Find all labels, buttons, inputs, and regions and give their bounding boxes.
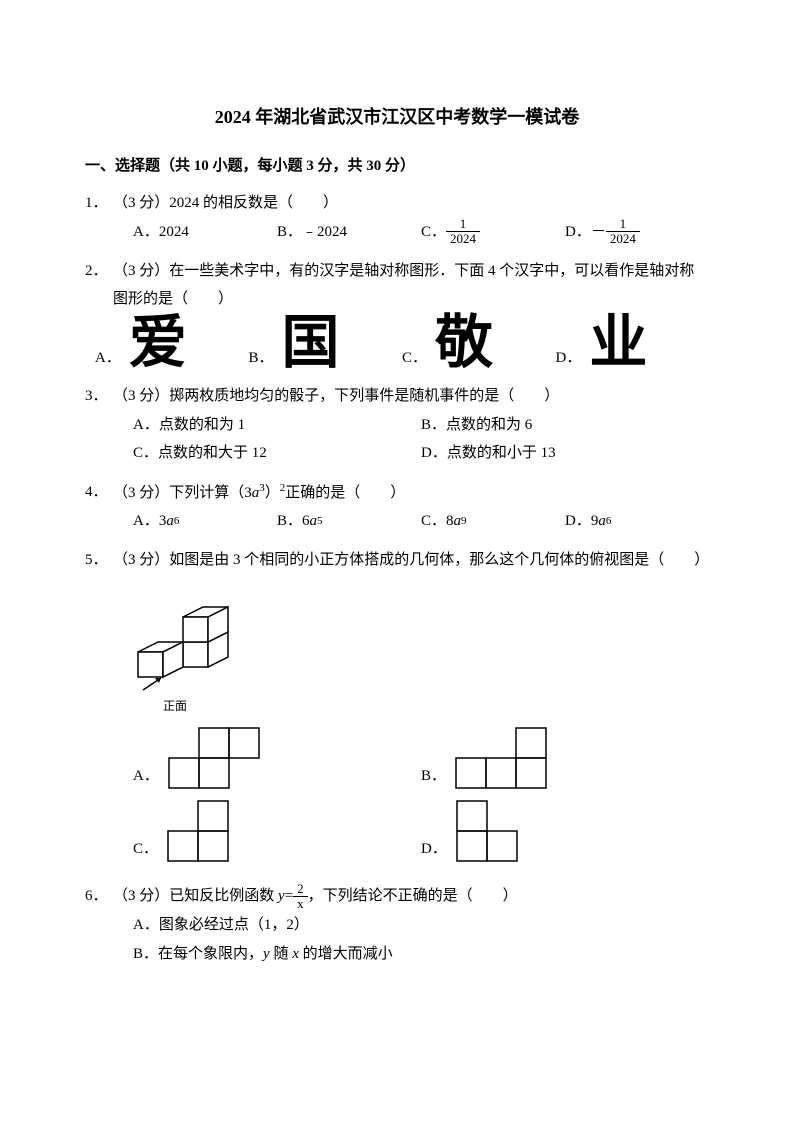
question-6: 6． （3 分）已知反比例函数 y=2x，下列结论不正确的是（ ） A．图象必经… [85, 882, 709, 969]
q5d-label: D． [421, 835, 447, 864]
q2-num: 2． [85, 257, 113, 314]
q3-choice-d: D．点数的和小于 13 [421, 439, 709, 468]
q2d-label: D． [556, 344, 582, 373]
q4c-pre: C．8 [421, 507, 454, 536]
q4a-e: 6 [174, 511, 180, 532]
q2b-label: B． [249, 344, 274, 373]
q2-choice-d: D． 业 [556, 314, 710, 373]
q3-stem: （3 分）掷两枚质地均匀的骰子，下列事件是随机事件的是（ ） [113, 382, 709, 411]
q6-stem-post: ，下列结论不正确的是（ ） [308, 888, 518, 904]
q2c-label: C． [402, 344, 427, 373]
q6-num-frac: 2 [293, 882, 308, 897]
q4-stem-mid: ） [265, 485, 280, 501]
q1c-frac: 1 2024 [446, 217, 480, 247]
q6b-post: 的增大而减小 [299, 946, 393, 962]
q6-choice-a: A．图象必经过点（1，2） [85, 911, 709, 940]
q6-stem-y: y [278, 888, 285, 904]
q3-num: 3． [85, 382, 113, 411]
q4-num: 4． [85, 478, 113, 508]
q4-stem: （3 分）下列计算（3a3）2正确的是（ ） [113, 478, 709, 508]
q1-choice-b: B．﹣2024 [277, 217, 421, 247]
q1-stem: （3 分）2024 的相反数是（ ） [113, 189, 709, 218]
q5-front-label: 正面 [163, 695, 709, 718]
page-title: 2024 年湖北省武汉市江汉区中考数学一模试卷 [85, 100, 709, 134]
q6b-mid: 随 [270, 946, 293, 962]
q4a-a: a [166, 507, 174, 536]
question-5: 5． （3 分）如图是由 3 个相同的小正方体搭成的几何体，那么这个几何体的俯视… [85, 546, 709, 872]
q5-choice-d: D． [421, 799, 709, 864]
q4-choice-a: A．3a6 [133, 507, 277, 536]
q1d-label: D． [565, 218, 591, 247]
q5-choice-c: C． [133, 799, 421, 864]
q4-stem-post: 正确的是（ ） [285, 485, 405, 501]
q4-choice-c: C．8a9 [421, 507, 565, 536]
q4c-a: a [454, 507, 462, 536]
q1d-den: 2024 [606, 232, 640, 246]
q6-frac: 2x [293, 882, 308, 912]
q4c-e: 9 [461, 511, 467, 532]
q6b-x: x [292, 946, 299, 962]
q4-choice-b: B．6a5 [277, 507, 421, 536]
q4d-pre: D．9 [565, 507, 598, 536]
q5b-label: B． [421, 762, 446, 791]
q5d-figure [455, 799, 550, 864]
q6-den-frac: x [293, 897, 308, 911]
q4-stem-pre: （3 分）下列计算（3 [113, 485, 252, 501]
q6b-y: y [263, 946, 270, 962]
q6-choice-b: B．在每个象限内，y 随 x 的增大而减小 [85, 940, 709, 969]
q4a-pre: A．3 [133, 507, 166, 536]
q4-choice-d: D．9a6 [565, 507, 709, 536]
q1c-label: C． [421, 218, 446, 247]
q1d-frac: 1 2024 [606, 217, 640, 247]
question-1: 1． （3 分）2024 的相反数是（ ） A．2024 B．﹣2024 C． … [85, 189, 709, 247]
q1-choice-c: C． 1 2024 [421, 217, 565, 247]
q2-choice-b: B． 国 [249, 314, 403, 373]
q1-choice-d: D． － 1 2024 [565, 217, 709, 247]
q1c-num: 1 [446, 217, 480, 232]
q1-choice-a: A．2024 [133, 217, 277, 247]
q2d-char: 业 [589, 314, 647, 372]
q1d-prefix: － [591, 218, 606, 247]
q4d-e: 6 [606, 511, 612, 532]
q1d-num: 1 [606, 217, 640, 232]
q5-3d-figure: 正面 [85, 582, 709, 717]
q5-stem: （3 分）如图是由 3 个相同的小正方体搭成的几何体，那么这个几何体的俯视图是（… [113, 546, 709, 575]
q6-stem-pre: （3 分）已知反比例函数 [113, 888, 278, 904]
q3-choice-b: B．点数的和为 6 [421, 411, 709, 440]
q2-choice-a: A． 爱 [95, 314, 249, 373]
q2a-label: A． [95, 344, 121, 373]
q2b-char: 国 [282, 314, 340, 372]
q6-num: 6． [85, 882, 113, 912]
q5-num: 5． [85, 546, 113, 575]
q4b-pre: B．6 [277, 507, 310, 536]
q2-stem: （3 分）在一些美术字中，有的汉字是轴对称图形．下面 4 个汉字中，可以看作是轴… [113, 257, 709, 314]
q3-choice-c: C．点数的和大于 12 [133, 439, 421, 468]
q6-stem: （3 分）已知反比例函数 y=2x，下列结论不正确的是（ ） [113, 882, 709, 912]
q4b-e: 5 [317, 511, 323, 532]
q4b-a: a [310, 507, 318, 536]
q5c-label: C． [133, 835, 158, 864]
q3-choice-a: A．点数的和为 1 [133, 411, 421, 440]
q2c-char: 敬 [435, 314, 493, 372]
q2a-char: 爱 [129, 314, 187, 372]
q5c-figure [166, 799, 261, 864]
q2-choice-c: C． 敬 [402, 314, 556, 373]
q5-choice-a: A． [133, 726, 421, 791]
q6-stem-eq: = [285, 888, 293, 904]
q6b-pre: B．在每个象限内， [133, 946, 263, 962]
question-3: 3． （3 分）掷两枚质地均匀的骰子，下列事件是随机事件的是（ ） A．点数的和… [85, 382, 709, 468]
q1-num: 1． [85, 189, 113, 218]
question-2: 2． （3 分）在一些美术字中，有的汉字是轴对称图形．下面 4 个汉字中，可以看… [85, 257, 709, 373]
q5a-figure [167, 726, 262, 791]
q5a-label: A． [133, 762, 159, 791]
q4d-a: a [598, 507, 606, 536]
q5b-figure [454, 726, 549, 791]
q1c-den: 2024 [446, 232, 480, 246]
q5-choice-b: B． [421, 726, 709, 791]
section-header: 一、选择题（共 10 小题，每小题 3 分，共 30 分） [85, 152, 709, 181]
question-4: 4． （3 分）下列计算（3a3）2正确的是（ ） A．3a6 B．6a5 C．… [85, 478, 709, 536]
